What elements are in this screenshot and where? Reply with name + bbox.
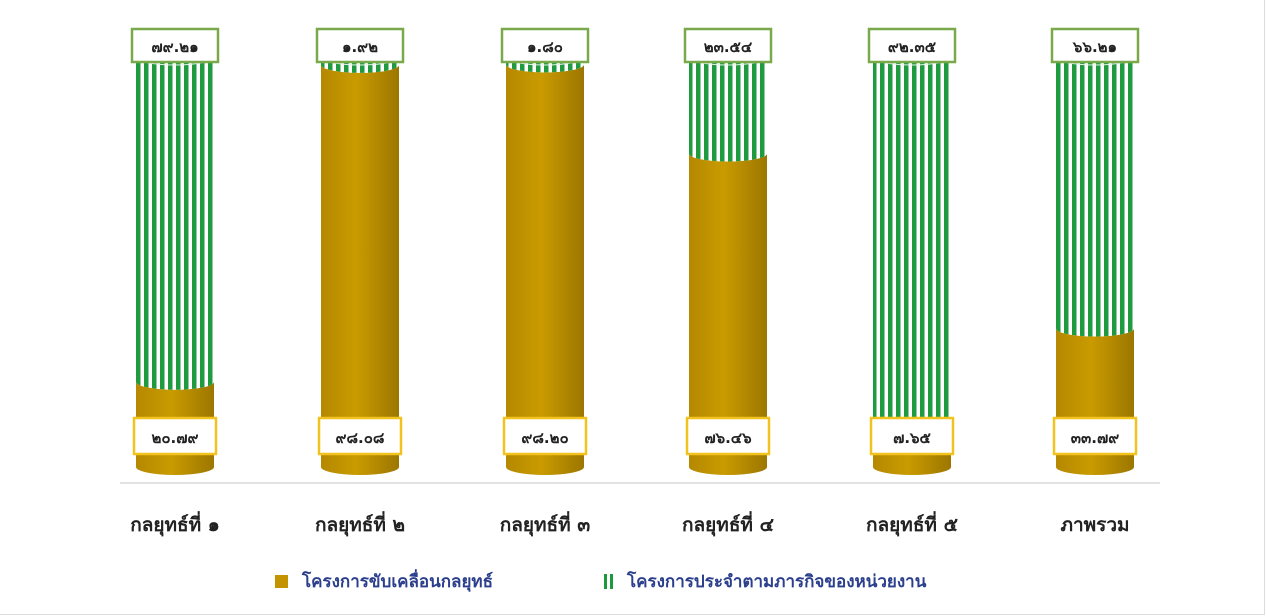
svg-text:๓๓.๗๙: ๓๓.๗๙ (1071, 429, 1119, 447)
value-label-mission-2: ๑.๙๒ (315, 27, 405, 64)
value-label-mission-4: ๒๓.๕๔ (683, 27, 773, 64)
svg-text:๙๘.๒๐: ๙๘.๒๐ (521, 429, 568, 447)
legend-mission-swatch (604, 574, 613, 589)
legend-driving-label: โครงการขับเคลื่อนกลยุทธ์ (302, 572, 494, 592)
category-label-5: กลยุทธ์ที่ ๕ (866, 514, 958, 536)
svg-text:๗๙.๒๑: ๗๙.๒๑ (151, 38, 198, 56)
svg-text:๑.๘๐: ๑.๘๐ (527, 38, 563, 56)
category-label-1: กลยุทธ์ที่ ๑ (130, 514, 220, 536)
svg-text:๒๐.๗๙: ๒๐.๗๙ (151, 429, 198, 447)
legend-driving: โครงการขับเคลื่อนกลยุทธ์ (275, 568, 493, 595)
value-label-mission-5: ๙๒.๓๕ (867, 27, 957, 64)
bar-mission-3 (506, 57, 584, 73)
svg-text:๖๖.๒๑: ๖๖.๒๑ (1072, 38, 1117, 56)
value-label-driving-2: ๙๘.๐๘ (317, 416, 403, 456)
bar-driving-3 (506, 64, 584, 475)
svg-text:๗.๖๕: ๗.๖๕ (893, 429, 931, 447)
value-label-driving-6: ๓๓.๗๙ (1052, 416, 1138, 456)
legend-mission-label: โครงการประจำตามภารกิจของหน่วยงาน (627, 572, 927, 592)
bar-driving-4 (689, 153, 767, 475)
bar-mission-1 (136, 57, 215, 390)
category-label-4: กลยุทธ์ที่ ๔ (682, 514, 774, 536)
legend-driving-swatch (275, 575, 288, 588)
category-label-3: กลยุทธ์ที่ ๓ (499, 514, 591, 536)
value-label-mission-1: ๗๙.๒๑ (130, 27, 220, 64)
bar-driving-2 (321, 64, 399, 475)
value-label-driving-1: ๒๐.๗๙ (132, 416, 218, 456)
value-label-mission-3: ๑.๘๐ (500, 27, 590, 64)
svg-text:๙๒.๓๕: ๙๒.๓๕ (888, 38, 937, 56)
svg-text:๒๓.๕๔: ๒๓.๕๔ (704, 38, 753, 56)
bar-mission-2 (321, 57, 399, 73)
bar-mission-6 (1056, 57, 1134, 337)
svg-text:๙๘.๐๘: ๙๘.๐๘ (336, 429, 385, 447)
value-label-driving-4: ๗๖.๔๖ (685, 416, 771, 456)
category-label-6: ภาพรวม (1060, 514, 1130, 536)
value-label-driving-5: ๗.๖๕ (869, 416, 955, 456)
category-label-2: กลยุทธ์ที่ ๒ (314, 514, 406, 536)
value-label-driving-3: ๙๘.๒๐ (502, 416, 588, 456)
svg-text:๑.๙๒: ๑.๙๒ (342, 38, 378, 56)
bar-mission-5 (873, 57, 951, 444)
legend-mission: โครงการประจำตามภารกิจของหน่วยงาน (604, 568, 926, 595)
value-label-mission-6: ๖๖.๒๑ (1050, 27, 1140, 64)
svg-text:๗๖.๔๖: ๗๖.๔๖ (704, 429, 752, 447)
bar-mission-4 (689, 57, 767, 162)
